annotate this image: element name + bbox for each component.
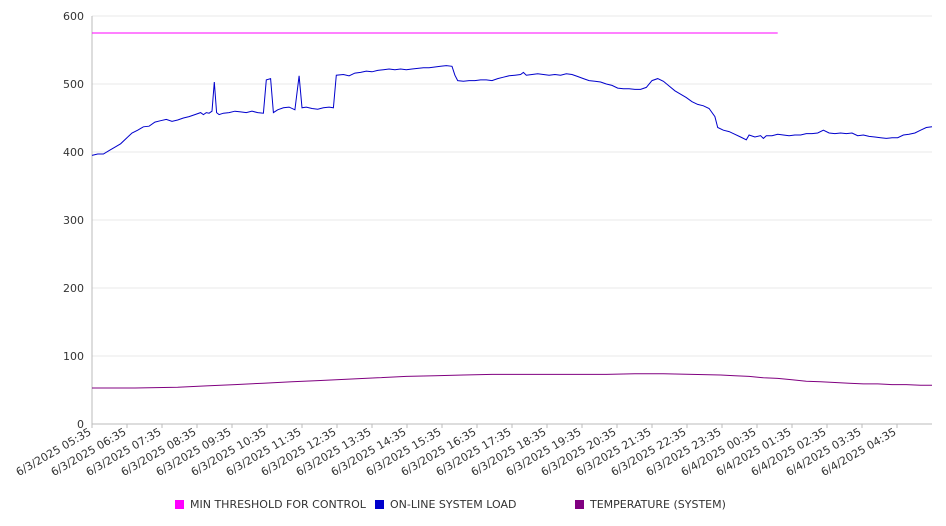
y-tick-label: 400 (63, 146, 84, 159)
legend-item-system-load[interactable]: ON-LINE SYSTEM LOAD (375, 498, 516, 511)
legend-item-temperature[interactable]: TEMPERATURE (SYSTEM) (575, 498, 726, 511)
chart-legend: MIN THRESHOLD FOR CONTROL ON-LINE SYSTEM… (0, 498, 946, 514)
legend-item-min-threshold[interactable]: MIN THRESHOLD FOR CONTROL (175, 498, 366, 511)
y-tick-label: 0 (77, 418, 84, 431)
series-line-temperature-system (92, 373, 932, 389)
chart-gridlines (92, 15, 932, 425)
legend-label-min-threshold: MIN THRESHOLD FOR CONTROL (190, 498, 366, 511)
y-tick-label: 100 (63, 350, 84, 363)
y-axis-tick-labels: 0 100 200 300 400 500 600 (63, 10, 84, 431)
y-tick-label: 600 (63, 10, 84, 23)
y-tick-label: 200 (63, 282, 84, 295)
x-axis-tick-labels: 6/3/2025 05:356/3/2025 06:356/3/2025 07:… (14, 424, 899, 479)
y-tick-label: 300 (63, 214, 84, 227)
legend-swatch-min-threshold (175, 500, 184, 509)
legend-label-system-load: ON-LINE SYSTEM LOAD (390, 498, 517, 511)
series-line-on-line-system-load (91, 65, 933, 156)
legend-label-temperature: TEMPERATURE (SYSTEM) (590, 498, 726, 511)
legend-swatch-temperature (575, 500, 584, 509)
y-tick-label: 500 (63, 78, 84, 91)
chart-series (91, 32, 933, 389)
legend-swatch-system-load (375, 500, 384, 509)
